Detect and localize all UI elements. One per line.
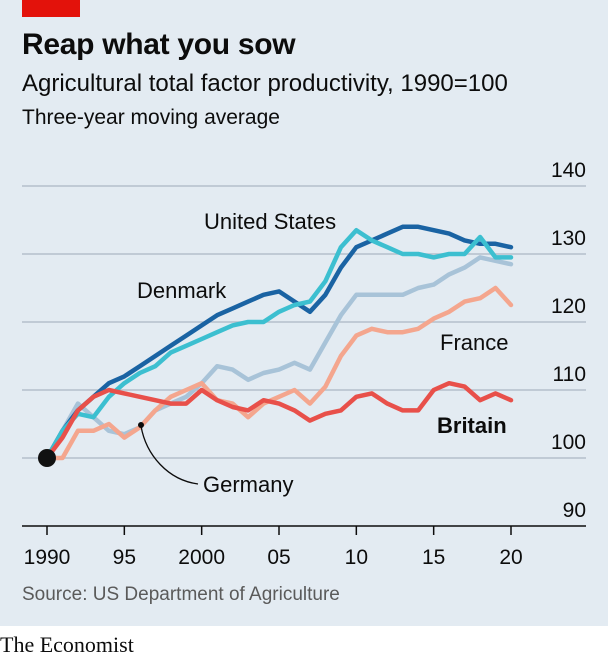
brand-red-tag bbox=[22, 0, 80, 17]
label-britain: Britain bbox=[437, 413, 507, 438]
x-tick-label: 05 bbox=[267, 546, 290, 569]
x-tick-label: 95 bbox=[113, 546, 136, 569]
series-line-france bbox=[44, 285, 514, 461]
germany-leader-dot bbox=[138, 422, 144, 428]
y-axis-ticks: 90 100 110 120 130 140 bbox=[551, 159, 586, 522]
x-tick-label: 2000 bbox=[178, 546, 225, 569]
chart-subtitle: Agricultural total factor productivity, … bbox=[22, 70, 508, 97]
chart-title: Reap what you sow bbox=[22, 28, 296, 61]
grid-lines bbox=[22, 185, 586, 527]
x-tick-label: 10 bbox=[345, 546, 368, 569]
source-note: Source: US Department of Agriculture bbox=[22, 584, 340, 605]
y-tick-label: 140 bbox=[551, 159, 586, 182]
label-germany: Germany bbox=[203, 472, 293, 497]
label-france: France bbox=[440, 330, 508, 355]
x-tick-label: 1990 bbox=[24, 546, 71, 569]
x-axis: 1990 95 2000 05 10 15 20 bbox=[24, 526, 523, 569]
series-line-britain bbox=[44, 380, 514, 461]
y-tick-label: 130 bbox=[551, 227, 586, 250]
series-line-united-states bbox=[44, 227, 514, 461]
germany-leader-line bbox=[140, 425, 199, 485]
y-tick-label: 110 bbox=[553, 363, 586, 386]
annotations: United States Denmark France Britain Ger… bbox=[137, 209, 508, 497]
chart-note: Three-year moving average bbox=[22, 106, 280, 129]
label-united-states: United States bbox=[204, 209, 336, 234]
chart-panel bbox=[0, 0, 608, 626]
brand-logo: The Economist bbox=[0, 632, 134, 657]
series-line-germany bbox=[44, 255, 514, 461]
y-tick-label: 90 bbox=[563, 499, 586, 522]
line-chart: 90 100 110 120 130 140 1990 95 2000 05 10 15 20 Uni… bbox=[22, 159, 586, 569]
series-lines bbox=[44, 224, 514, 461]
series-line-denmark bbox=[44, 224, 514, 461]
label-denmark: Denmark bbox=[137, 278, 227, 303]
y-tick-label: 100 bbox=[551, 431, 586, 454]
x-tick-label: 20 bbox=[499, 546, 522, 569]
y-tick-label: 120 bbox=[551, 295, 586, 318]
start-point-marker bbox=[38, 449, 56, 467]
x-tick-label: 15 bbox=[422, 546, 445, 569]
